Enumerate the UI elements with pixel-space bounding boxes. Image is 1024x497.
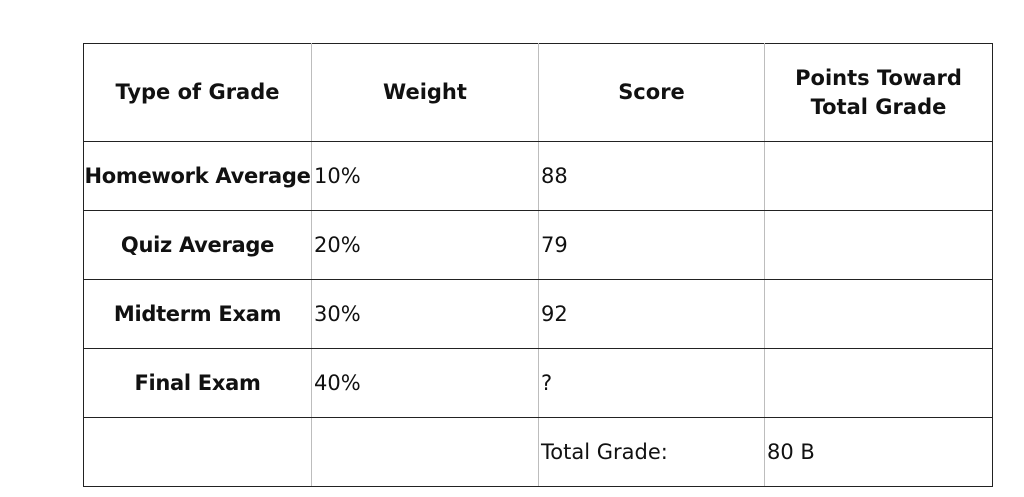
cell-points [764,279,993,349]
header-type-of-grade: Type of Grade [83,43,312,142]
table-row-quiz-average: Quiz Average 20% 79 [83,210,993,280]
total-grade-label: Total Grade: [538,417,765,487]
cell-type: Midterm Exam [83,279,312,349]
table-row-total: Total Grade: 80 B [83,417,993,487]
cell-type: Final Exam [83,348,312,418]
cell-points [764,210,993,280]
table-body: Homework Average 10% 88 Quiz Average 20%… [83,141,993,487]
cell-total-weight [311,417,539,487]
header-points-line-2: Total Grade [810,94,947,119]
cell-points [764,348,993,418]
cell-weight: 20% [311,210,539,280]
cell-weight: 10% [311,141,539,211]
grade-table: Type of Grade Weight Score Points Toward… [83,43,993,487]
cell-total-type [83,417,312,487]
table-header: Type of Grade Weight Score Points Toward… [83,43,993,142]
table-row-final-exam: Final Exam 40% ? [83,348,993,418]
cell-score: 79 [538,210,765,280]
header-row: Type of Grade Weight Score Points Toward… [83,43,993,142]
cell-weight: 30% [311,279,539,349]
header-score: Score [538,43,765,142]
cell-points [764,141,993,211]
cell-score: 88 [538,141,765,211]
header-weight: Weight [311,43,539,142]
cell-weight: 40% [311,348,539,418]
cell-type: Homework Average [83,141,312,211]
table-row-midterm-exam: Midterm Exam 30% 92 [83,279,993,349]
cell-score: 92 [538,279,765,349]
cell-score: ? [538,348,765,418]
cell-type: Quiz Average [83,210,312,280]
total-grade-value: 80 B [764,417,993,487]
header-points-line-1: Points Toward [795,65,962,90]
table-row-homework-average: Homework Average 10% 88 [83,141,993,211]
header-points-toward-total-grade: Points Toward Total Grade [764,43,993,142]
